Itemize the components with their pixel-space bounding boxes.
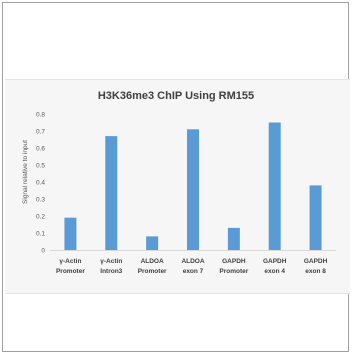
y-tick-label: 0.8	[36, 111, 45, 118]
y-tick-label: 0.6	[36, 145, 45, 152]
y-tick-label: 0.2	[36, 213, 45, 220]
y-tick-label: 0.4	[36, 179, 45, 186]
bar	[64, 217, 77, 250]
x-tick-label: Promoter	[56, 268, 85, 275]
x-tick-label: GAPDH	[304, 258, 328, 265]
x-tick-label: γ-Actin	[59, 258, 81, 265]
y-axis-label: Signal relative to input	[22, 140, 29, 204]
bar	[146, 236, 159, 250]
y-tick-label: 0.5	[36, 162, 45, 169]
y-tick-label: 0.7	[36, 128, 45, 135]
x-tick-label: Promoter	[138, 268, 167, 275]
x-tick-label: GAPDH	[222, 258, 246, 265]
x-tick-label: ALDOA	[181, 258, 204, 265]
bars	[64, 122, 322, 250]
y-tick-label: 0	[41, 247, 45, 254]
x-tick-label: GAPDH	[263, 258, 287, 265]
y-tick-label: 0.3	[36, 196, 45, 203]
x-tick-label: ALDOA	[141, 258, 164, 265]
x-tick-label: Promoter	[219, 268, 248, 275]
bar	[105, 136, 118, 250]
bar	[309, 185, 322, 250]
x-tick-label: exon 8	[305, 268, 326, 275]
bar	[187, 129, 199, 250]
y-axis-ticks: 0 0.1 0.2 0.3 0.4 0.5 0.6 0.7 0.8	[36, 111, 45, 254]
bar	[268, 122, 281, 250]
bar	[227, 227, 240, 250]
chart-title: H3K36me3 ChIP Using RM155	[98, 90, 254, 102]
x-tick-label: exon 7	[183, 268, 204, 275]
x-tick-label: exon 4	[264, 268, 285, 275]
x-tick-label: γ-Actin	[100, 258, 122, 265]
x-tick-label: Intron3	[100, 268, 122, 275]
image-frame	[2, 2, 350, 352]
y-tick-label: 0.1	[36, 230, 45, 237]
x-axis-labels: γ-Actin Promoter γ-Actin Intron3 ALDOA Promot…	[56, 258, 328, 275]
chart-area	[5, 79, 350, 294]
